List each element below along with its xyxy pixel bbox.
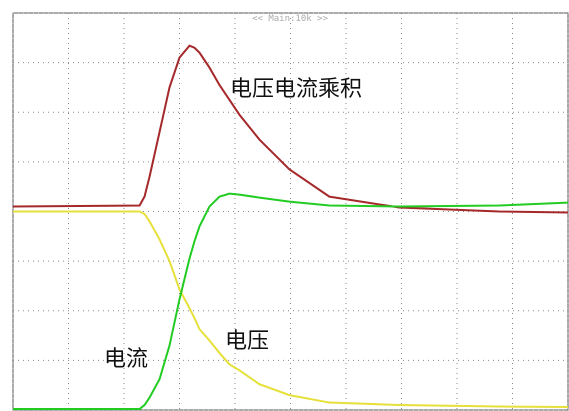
trace-label: 电压电流乘积: [230, 77, 362, 102]
oscilloscope: << Main:10k >> 电压电流乘积电压电流: [0, 0, 569, 411]
trace-label: 电流: [104, 347, 148, 372]
trace-label: 电压: [225, 329, 269, 354]
